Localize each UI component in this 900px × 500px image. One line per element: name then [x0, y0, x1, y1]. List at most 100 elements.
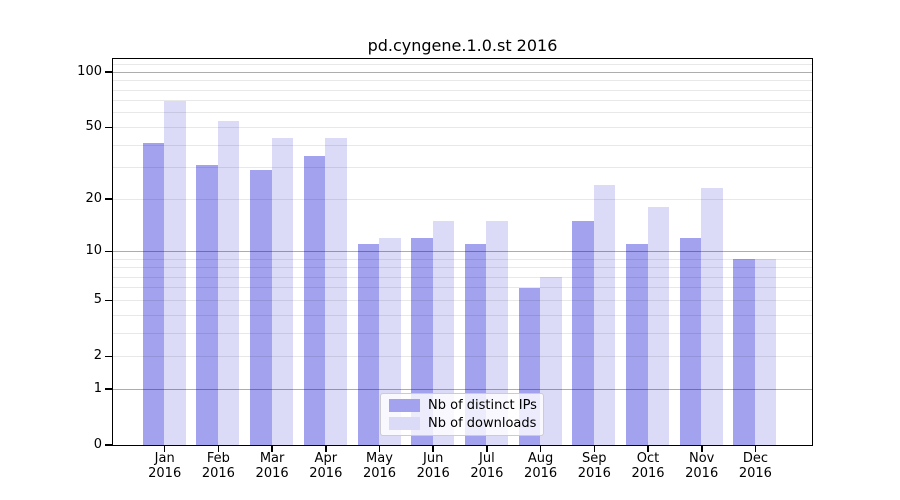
x-tick-label: May 2016	[349, 451, 411, 481]
x-tick-month: Apr	[314, 451, 338, 466]
x-tick	[432, 446, 434, 452]
x-tick	[325, 446, 327, 452]
x-tick-label: Mar 2016	[241, 451, 303, 481]
bar-ips-oct	[626, 244, 648, 445]
minor-gridline	[113, 144, 812, 146]
x-tick-month: Nov	[689, 451, 715, 466]
y-tick-label: 2	[93, 348, 102, 364]
y-tick	[105, 444, 112, 446]
x-tick-month: Jun	[423, 451, 444, 466]
minor-gridline	[113, 332, 812, 334]
x-tick	[163, 446, 166, 452]
major-gridline	[113, 71, 812, 73]
y-tick	[105, 250, 112, 253]
minor-gridline	[113, 89, 812, 91]
x-tick-year: 2016	[631, 465, 665, 481]
x-tick-year: 2016	[148, 465, 182, 481]
bar-downloads-jan	[164, 100, 186, 445]
bar-downloads-dec	[754, 259, 777, 445]
bar-ips-apr	[303, 155, 326, 445]
bar-downloads-jun	[432, 221, 455, 445]
minor-gridline	[113, 355, 812, 357]
minor-gridline	[113, 64, 812, 66]
x-tick-year: 2016	[255, 465, 289, 481]
legend: Nb of distinct IPs Nb of downloads	[380, 393, 544, 436]
y-tick-label: 50	[85, 119, 102, 135]
y-tick-label: 5	[93, 292, 102, 308]
bar-downloads-mar	[271, 137, 294, 445]
x-tick-year: 2016	[577, 465, 611, 481]
minor-gridline	[113, 267, 812, 268]
x-tick-label: Jan 2016	[134, 451, 196, 481]
x-tick-month: Sep	[582, 451, 607, 466]
minor-gridline	[113, 299, 812, 301]
x-tick	[754, 446, 757, 452]
y-tick	[105, 198, 112, 200]
x-tick-month: Mar	[259, 451, 285, 466]
x-tick-label: Oct 2016	[617, 451, 679, 481]
x-tick-year: 2016	[201, 465, 235, 481]
bar-ips-feb	[196, 165, 218, 445]
x-tick-label: Dec 2016	[724, 451, 786, 481]
y-tick	[105, 355, 112, 357]
bar-ips-mar	[250, 170, 272, 445]
x-tick-month: Jul	[479, 451, 495, 466]
legend-label: Nb of downloads	[428, 415, 537, 431]
y-tick	[105, 71, 112, 73]
x-tick-label: Jul 2016	[456, 451, 518, 481]
y-tick-label: 20	[85, 191, 102, 207]
legend-swatch	[389, 399, 420, 413]
bar-ips-dec	[733, 259, 755, 445]
minor-gridline	[113, 258, 812, 260]
minor-gridline	[113, 100, 812, 102]
x-tick	[271, 446, 273, 452]
x-tick-month: Aug	[527, 451, 554, 466]
x-tick	[378, 446, 381, 452]
x-tick	[593, 446, 595, 452]
x-tick-month: Oct	[636, 451, 660, 466]
x-tick-label: Aug 2016	[510, 451, 572, 481]
x-tick-year: 2016	[524, 465, 558, 481]
x-tick	[217, 446, 220, 452]
legend-label: Nb of distinct IPs	[428, 398, 537, 414]
y-tick	[105, 126, 112, 129]
legend-entry: Nb of distinct IPs	[389, 398, 543, 413]
x-tick-month: Feb	[206, 451, 230, 466]
x-tick-month: Dec	[742, 451, 768, 466]
x-tick	[486, 446, 488, 452]
y-tick-label: 0	[93, 437, 102, 452]
x-tick-year: 2016	[470, 465, 504, 481]
minor-gridline	[113, 80, 812, 82]
bar-downloads-oct	[647, 207, 669, 445]
x-tick	[701, 446, 703, 452]
bar-downloads-jul	[486, 221, 508, 445]
y-tick	[105, 388, 112, 390]
legend-entry: Nb of downloads	[389, 416, 543, 431]
chart-title: pd.cyngene.1.0.st 2016	[367, 36, 558, 55]
minor-gridline	[113, 198, 812, 200]
bar-ips-nov	[679, 237, 702, 445]
x-tick-label: Jun 2016	[402, 451, 464, 481]
x-tick-year: 2016	[309, 465, 343, 481]
x-tick-year: 2016	[685, 465, 719, 481]
legend-swatch	[389, 416, 420, 430]
x-tick-year: 2016	[738, 465, 772, 481]
bar-ips-may	[357, 244, 379, 445]
x-tick-month: Jan	[154, 451, 175, 466]
y-tick	[105, 299, 112, 301]
y-tick-label: 100	[77, 64, 102, 80]
x-tick-month: May	[366, 451, 393, 466]
minor-gridline	[113, 126, 812, 128]
major-gridline	[113, 388, 812, 390]
minor-gridline	[113, 314, 812, 316]
bar-downloads-nov	[701, 188, 723, 445]
plot-area	[112, 58, 813, 446]
minor-gridline	[113, 167, 812, 169]
x-tick-year: 2016	[416, 465, 450, 481]
bar-ips-jan	[142, 143, 165, 445]
bar-downloads-aug	[540, 277, 562, 445]
minor-gridline	[113, 276, 812, 278]
bar-downloads-sep	[593, 185, 616, 445]
x-tick-year: 2016	[362, 465, 397, 481]
